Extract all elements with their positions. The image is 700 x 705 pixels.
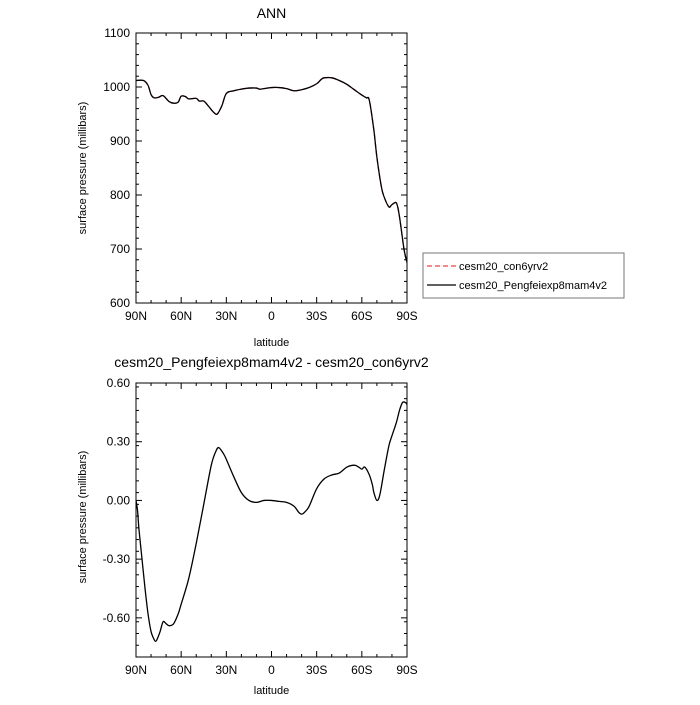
plot-frame-top [135,32,408,304]
plot-frame-bottom [135,382,408,658]
x-tick-label-top: 0 [268,309,275,323]
x-tick-label-bottom: 30S [306,663,327,677]
series-line-cesm20_con6yrv2 [136,76,407,263]
y-tick-label-top: 700 [110,242,130,256]
chart-top-legend: cesm20_con6yrv2 cesm20_Pengfeiexp8mam4v2 [422,252,625,299]
y-tick-label-top: 800 [110,188,130,202]
y-tick-label-top: 1100 [104,26,130,40]
series-line-cesm20_Pengfeiexp8mam4v2 [136,76,407,263]
chart-top-y-axis-label: surface pressure (millibars) [77,102,89,235]
x-tick-label-top: 60S [351,309,372,323]
x-tick-label-bottom: 90N [125,663,147,677]
y-tick-label-bottom: 0.30 [107,435,131,449]
y-tick-label-bottom: -0.60 [103,611,131,625]
y-tick-label-bottom: 0.00 [107,493,131,507]
y-tick-label-bottom: -0.30 [103,552,131,566]
difference-line [136,401,407,642]
chart-top-plot-area: 90N 60N 30N 0 30S 60S 90S 600 700 800 900 1000 1100 [103,26,417,323]
x-tick-label-top: 90S [396,309,417,323]
chart-bottom-title: cesm20_Pengfeiexp8mam4v2 - cesm20_con6yr… [114,354,429,370]
legend-label-con6yrv2: cesm20_con6yrv2 [459,261,548,273]
chart-bottom-y-axis-label: surface pressure (millibars) [77,451,89,584]
chart-bottom-x-axis-label: latitude [254,685,289,697]
legend-label-pengfeiexp8mam4v2: cesm20_Pengfeiexp8mam4v2 [459,280,607,292]
x-tick-label-top: 90N [125,309,147,323]
x-tick-label-bottom: 90S [396,663,417,677]
x-tick-label-bottom: 60N [170,663,192,677]
chart-bottom-panel: cesm20_Pengfeiexp8mam4v2 - cesm20_con6yr… [77,354,429,697]
chart-top-title: ANN [257,5,287,21]
chart-top-panel: ANN 90N 60N 30N 0 30S 60S 90S 600 700 800 900 1000 1… [77,5,418,349]
x-tick-label-bottom: 0 [268,663,275,677]
x-tick-label-bottom: 60S [351,663,372,677]
legend-frame [422,252,625,299]
y-tick-label-top: 600 [110,296,130,310]
chart-bottom-plot-area: 90N 60N 30N 0 30S 60S 90S 0.60 0.30 0.00 -0.30 -0.6… [103,376,418,677]
y-tick-label-bottom: 0.60 [107,376,131,390]
x-tick-label-bottom: 30N [215,663,237,677]
x-tick-label-top: 30S [306,309,327,323]
x-tick-label-top: 60N [170,309,192,323]
y-tick-label-top: 900 [110,134,130,148]
y-tick-label-top: 1000 [103,80,130,94]
chart-top-x-axis-label: latitude [254,337,289,349]
x-tick-label-top: 30N [215,309,237,323]
